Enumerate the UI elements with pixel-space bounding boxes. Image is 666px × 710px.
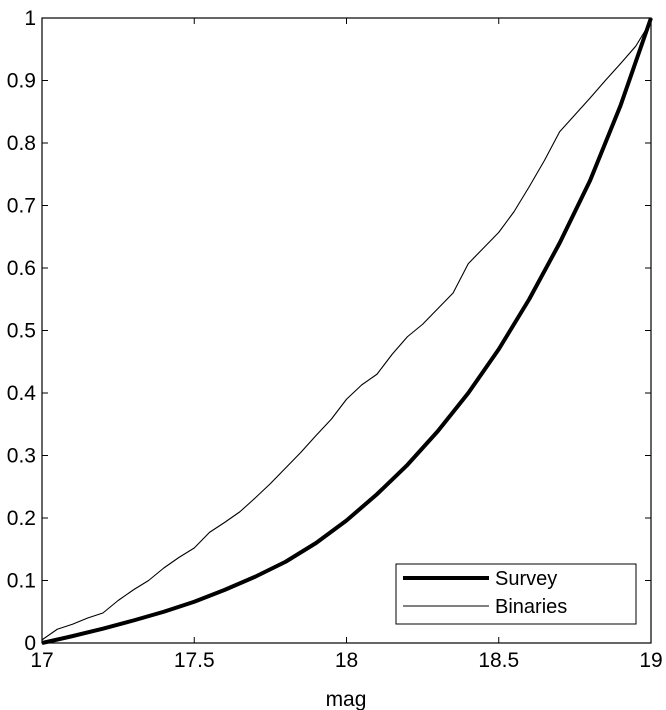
y-tick-label: 0.6: [7, 257, 36, 280]
y-tick-label: 0.9: [7, 70, 36, 93]
curves: [41, 17, 653, 645]
series-line-binaries: [41, 20, 652, 641]
y-tick-label: 0: [24, 632, 36, 655]
y-tick-label: 0.5: [7, 320, 36, 343]
x-axis-title: mag: [326, 688, 367, 710]
series-line-survey: [41, 17, 653, 645]
tick-labels: 17 17.5 18 18.5 19 0 0.1 0.2 0.3 0.4 0.5 0.6 0.7 0.8 0…: [7, 7, 663, 672]
legend-label-binaries: Binaries: [495, 596, 567, 618]
legend-box: [395, 563, 637, 625]
x-tick-label: 19: [639, 649, 662, 672]
y-tick-label: 0.8: [7, 132, 36, 155]
y-tick-label: 0.7: [7, 195, 36, 218]
plot-frame: [41, 17, 652, 644]
x-tick-label: 18.5: [478, 649, 519, 672]
x-tick-label: 17: [30, 649, 53, 672]
y-tick-label: 0.2: [7, 507, 36, 530]
plot-background: [42, 18, 651, 643]
x-tick-label: 17.5: [174, 649, 215, 672]
legend: Survey Binaries: [395, 563, 637, 625]
y-tick-label: 0.4: [7, 382, 37, 405]
y-tick-label: 0.3: [7, 445, 36, 468]
x-tick-label: 18: [335, 649, 358, 672]
legend-label-survey: Survey: [495, 568, 557, 590]
y-tick-label: 1: [24, 7, 36, 30]
y-tick-label: 0.1: [7, 570, 36, 593]
